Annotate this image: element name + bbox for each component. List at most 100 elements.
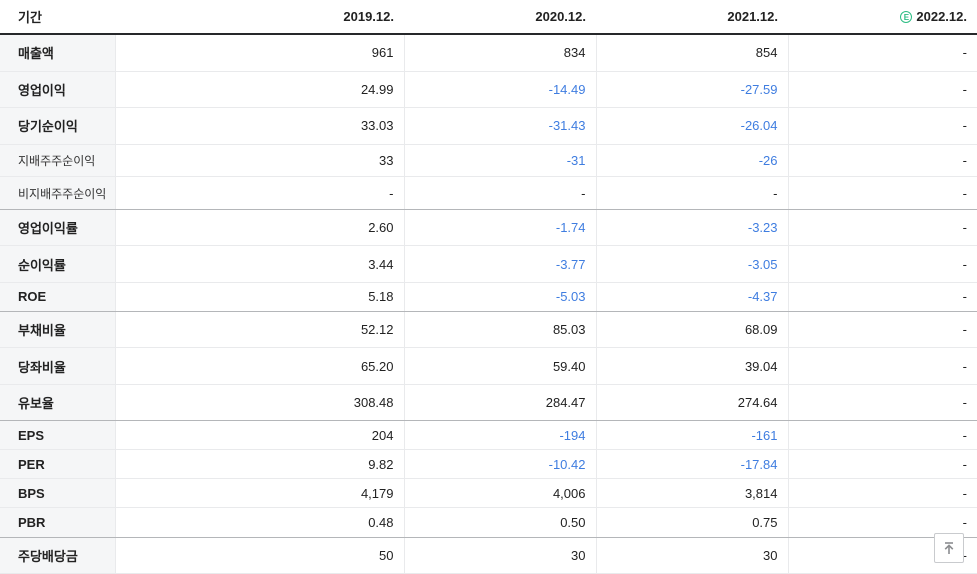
table-body: 매출액 961 834 854 - 영업이익 24.99 -14.49 -27.… [0, 34, 977, 574]
value-cell: -27.59 [596, 71, 789, 109]
arrow-up-to-top-icon [944, 541, 954, 554]
table-row: EPS 204 -194 -161 - [0, 420, 977, 451]
row-label: 매출액 [0, 34, 116, 72]
value-cell: - [788, 282, 977, 312]
value-cell: - [404, 176, 597, 211]
value-cell: - [788, 71, 977, 109]
value-cell: -31.43 [404, 107, 597, 145]
value-cell: -3.77 [404, 245, 597, 283]
value-cell: 52.12 [115, 311, 405, 349]
value-cell: - [788, 176, 977, 211]
estimate-icon: E [900, 11, 913, 23]
value-cell: - [788, 507, 977, 538]
value-cell: 0.50 [404, 507, 597, 538]
value-cell: -161 [596, 420, 789, 451]
value-cell: -4.37 [596, 282, 789, 312]
value-cell: 24.99 [115, 71, 405, 109]
row-label: ROE [0, 282, 116, 312]
table-row: 비지배주주순이익 - - - - [0, 176, 977, 211]
table-row: 영업이익 24.99 -14.49 -27.59 - [0, 71, 977, 109]
value-cell: 65.20 [115, 347, 405, 385]
row-label: EPS [0, 420, 116, 451]
value-cell: -17.84 [596, 449, 789, 480]
value-cell: 30 [596, 537, 789, 574]
table-row: PER 9.82 -10.42 -17.84 - [0, 449, 977, 480]
row-label: BPS [0, 478, 116, 509]
column-header-label: 2022.12. [916, 9, 967, 24]
scroll-to-top-button[interactable] [934, 533, 964, 563]
value-cell: - [788, 478, 977, 509]
table-row: PBR 0.48 0.50 0.75 - [0, 507, 977, 538]
header-row: 기간 2019.12. 2020.12. 2021.12. E 2022.12. [0, 0, 977, 35]
value-cell: 68.09 [596, 311, 789, 349]
value-cell: -3.23 [596, 209, 789, 247]
value-cell: -1.74 [404, 209, 597, 247]
value-cell: - [788, 384, 977, 422]
value-cell: -3.05 [596, 245, 789, 283]
row-label: 순이익률 [0, 245, 116, 283]
value-cell: -10.42 [404, 449, 597, 480]
row-label: 영업이익 [0, 71, 116, 109]
row-label: PER [0, 449, 116, 480]
column-header-2022-12-estimate: E 2022.12. [788, 0, 977, 35]
value-cell: - [788, 245, 977, 283]
value-cell: - [788, 107, 977, 145]
table-row: 주당배당금 50 30 30 - [0, 537, 977, 574]
value-cell: -31 [404, 144, 597, 178]
table-row: 영업이익률 2.60 -1.74 -3.23 - [0, 209, 977, 247]
table-row: 지배주주순이익 33 -31 -26 - [0, 144, 977, 178]
value-cell: -14.49 [404, 71, 597, 109]
value-cell: - [596, 176, 789, 211]
row-label: 당좌비율 [0, 347, 116, 385]
value-cell: 59.40 [404, 347, 597, 385]
value-cell: 961 [115, 34, 405, 72]
column-header-2019-12: 2019.12. [115, 0, 404, 35]
period-header: 기간 [0, 0, 115, 35]
column-header-2020-12: 2020.12. [404, 0, 596, 35]
row-label: 부채비율 [0, 311, 116, 349]
value-cell: 9.82 [115, 449, 405, 480]
value-cell: 85.03 [404, 311, 597, 349]
value-cell: 4,006 [404, 478, 597, 509]
value-cell: - [788, 34, 977, 72]
value-cell: 274.64 [596, 384, 789, 422]
value-cell: 204 [115, 420, 405, 451]
table-row: 당기순이익 33.03 -31.43 -26.04 - [0, 107, 977, 145]
value-cell: 30 [404, 537, 597, 574]
value-cell: 33 [115, 144, 405, 178]
value-cell: 39.04 [596, 347, 789, 385]
value-cell: 0.48 [115, 507, 405, 538]
value-cell: -5.03 [404, 282, 597, 312]
table-row: 당좌비율 65.20 59.40 39.04 - [0, 347, 977, 385]
value-cell: 284.47 [404, 384, 597, 422]
value-cell: -26.04 [596, 107, 789, 145]
row-label: PBR [0, 507, 116, 538]
value-cell: -194 [404, 420, 597, 451]
value-cell: - [788, 347, 977, 385]
value-cell: - [788, 311, 977, 349]
value-cell: 3.44 [115, 245, 405, 283]
value-cell: 0.75 [596, 507, 789, 538]
value-cell: - [788, 449, 977, 480]
value-cell: 2.60 [115, 209, 405, 247]
table-row: 부채비율 52.12 85.03 68.09 - [0, 311, 977, 349]
value-cell: 4,179 [115, 478, 405, 509]
row-label: 당기순이익 [0, 107, 116, 145]
table-row: BPS 4,179 4,006 3,814 - [0, 478, 977, 509]
value-cell: - [788, 209, 977, 247]
row-label: 비지배주주순이익 [0, 176, 116, 211]
value-cell: - [788, 144, 977, 178]
column-header-2021-12: 2021.12. [596, 0, 788, 35]
value-cell: 33.03 [115, 107, 405, 145]
table-row: 매출액 961 834 854 - [0, 34, 977, 72]
value-cell: -26 [596, 144, 789, 178]
value-cell: 308.48 [115, 384, 405, 422]
value-cell: - [788, 420, 977, 451]
value-cell: 854 [596, 34, 789, 72]
table-row: 순이익률 3.44 -3.77 -3.05 - [0, 245, 977, 283]
value-cell: 5.18 [115, 282, 405, 312]
value-cell: 3,814 [596, 478, 789, 509]
row-label: 지배주주순이익 [0, 144, 116, 178]
